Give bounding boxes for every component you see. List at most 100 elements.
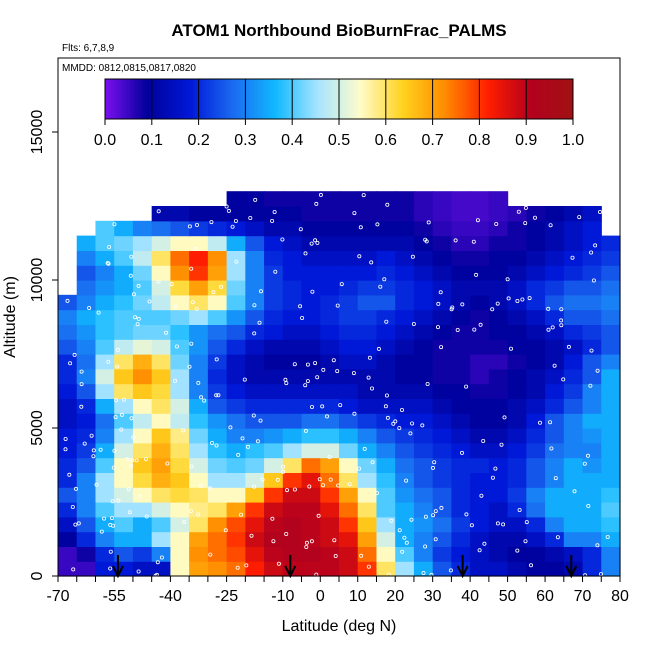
heatmap-cell xyxy=(226,472,246,488)
heatmap-cell xyxy=(76,561,97,577)
colorbar-segment xyxy=(445,79,448,119)
heatmap-cell xyxy=(170,220,190,237)
sample-point xyxy=(110,516,115,521)
heatmap-cell xyxy=(339,235,359,251)
heatmap-cell xyxy=(170,280,190,296)
sample-point xyxy=(546,306,551,311)
heatmap-cell xyxy=(226,546,246,562)
colorbar-segment xyxy=(569,79,572,119)
sample-point xyxy=(309,404,314,409)
heatmap-cell xyxy=(320,457,340,473)
sample-point xyxy=(106,359,111,364)
heatmap-cell xyxy=(357,339,378,355)
colorbar-segment xyxy=(309,79,312,119)
heatmap-cell xyxy=(132,413,153,429)
heatmap-cell xyxy=(488,324,509,340)
colorbar-segment xyxy=(477,79,480,119)
heatmap-cell xyxy=(526,442,546,459)
sample-point xyxy=(187,224,192,229)
heatmap-cell xyxy=(151,250,171,266)
sample-point xyxy=(595,543,600,548)
colorbar-segment xyxy=(279,79,282,119)
sample-point xyxy=(366,564,371,569)
sample-point xyxy=(389,518,394,523)
colorbar-segment xyxy=(175,79,178,119)
sample-point xyxy=(327,455,332,460)
colorbar-segment xyxy=(543,79,546,119)
sample-point xyxy=(490,475,495,480)
heatmap-cell xyxy=(526,413,546,429)
heatmap-cell xyxy=(245,428,265,444)
colorbar-segment xyxy=(471,79,474,119)
heatmap-cell xyxy=(357,265,378,281)
heatmap-cell xyxy=(95,220,115,237)
heatmap-cell xyxy=(563,294,584,311)
sample-point xyxy=(495,521,500,526)
heatmap-cell xyxy=(339,428,359,444)
colorbar-segment xyxy=(121,79,124,119)
heatmap-cell xyxy=(132,546,153,562)
sample-point xyxy=(238,512,243,517)
heatmap-cell xyxy=(526,398,546,414)
heatmap-cell xyxy=(95,442,115,459)
sample-point xyxy=(115,364,120,369)
colorbar-segment xyxy=(457,79,460,119)
colorbar-segment xyxy=(199,79,202,119)
heatmap-cell xyxy=(226,413,246,429)
heatmap-cell xyxy=(545,516,565,533)
heatmap-cell xyxy=(563,206,584,222)
sample-point xyxy=(399,407,404,412)
colorbar-segment xyxy=(211,79,214,119)
colorbar-segment xyxy=(231,79,234,119)
x-tick-label: -10 xyxy=(271,588,294,605)
heatmap-cell xyxy=(582,457,602,473)
sample-point xyxy=(125,457,130,462)
colorbar-segment xyxy=(163,79,166,119)
sample-point xyxy=(122,397,127,402)
heatmap-cell xyxy=(376,383,396,399)
heatmap-cell xyxy=(601,487,621,503)
flights-note: Flts: 6,7,8,9 xyxy=(62,43,115,54)
colorbar-segment xyxy=(249,79,252,119)
sample-point xyxy=(115,347,120,352)
colorbar-segment xyxy=(403,79,406,119)
colorbar-segment xyxy=(475,79,478,119)
heatmap-cell xyxy=(264,191,284,207)
colorbar-segment xyxy=(413,79,416,119)
sample-point xyxy=(129,254,134,259)
colorbar-segment xyxy=(555,79,558,119)
heatmap-cell xyxy=(282,324,303,340)
heatmap-cell xyxy=(132,472,153,488)
heatmap-cell xyxy=(601,235,621,251)
heatmap-cell xyxy=(601,472,621,488)
heatmap-cell xyxy=(151,383,171,399)
heatmap-cell xyxy=(357,280,378,296)
heatmap-cell xyxy=(357,354,378,370)
heatmap-cell xyxy=(545,220,565,237)
heatmap-cell xyxy=(245,206,265,222)
colorbar-segment xyxy=(341,79,344,119)
sample-point xyxy=(471,239,476,244)
sample-point xyxy=(128,273,133,278)
heatmap-cell xyxy=(170,472,190,488)
heatmap-cell xyxy=(189,354,209,370)
heatmap-cell xyxy=(282,442,303,459)
heatmap-cell xyxy=(151,235,171,251)
colorbar-segment xyxy=(453,79,456,119)
heatmap-cell xyxy=(114,265,134,281)
colorbar-segment xyxy=(433,79,436,119)
colorbar-segment xyxy=(407,79,410,119)
heatmap-cell xyxy=(601,428,621,444)
heatmap-cell xyxy=(320,516,340,533)
sample-point xyxy=(328,477,333,482)
heatmap-cell xyxy=(507,398,527,414)
heatmap-cell xyxy=(114,398,134,414)
heatmap-cell xyxy=(376,250,396,266)
heatmap-cell xyxy=(432,428,452,444)
heatmap-cell xyxy=(114,309,134,325)
heatmap-cell xyxy=(301,354,321,370)
colorbar-segment xyxy=(213,79,216,119)
sample-point xyxy=(385,202,390,207)
heatmap-cell xyxy=(226,265,246,281)
